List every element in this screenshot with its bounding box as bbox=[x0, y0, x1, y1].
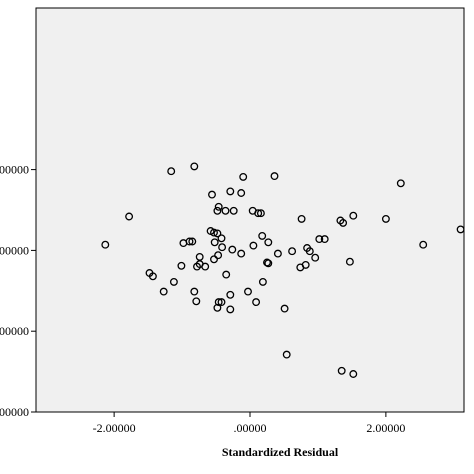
data-point bbox=[270, 172, 279, 181]
data-point bbox=[148, 272, 157, 281]
data-point bbox=[337, 366, 346, 375]
data-point bbox=[101, 240, 110, 249]
data-point bbox=[185, 237, 194, 246]
data-point bbox=[296, 263, 305, 272]
data-point bbox=[159, 287, 168, 296]
data-point bbox=[169, 277, 178, 286]
data-point bbox=[208, 190, 216, 199]
data-point bbox=[258, 277, 267, 286]
data-point bbox=[288, 247, 297, 256]
data-point bbox=[305, 247, 314, 256]
data-point bbox=[190, 287, 199, 296]
y-tick-label: .00000 bbox=[0, 405, 29, 419]
data-point bbox=[229, 206, 238, 215]
y-tick-label: .00000 bbox=[0, 243, 29, 257]
data-point bbox=[228, 245, 237, 254]
data-point bbox=[210, 228, 218, 237]
data-point bbox=[315, 235, 324, 244]
data-point bbox=[226, 290, 235, 299]
data-point bbox=[226, 305, 235, 314]
data-point bbox=[311, 253, 320, 262]
data-point bbox=[237, 249, 246, 258]
data-point bbox=[280, 304, 289, 313]
data-point bbox=[214, 202, 223, 211]
data-point bbox=[339, 218, 348, 227]
data-point bbox=[192, 297, 201, 306]
x-axis-ticks: -2.00000 .00000 2.00000 bbox=[93, 412, 405, 435]
data-point bbox=[190, 162, 199, 171]
data-point bbox=[213, 303, 222, 312]
y-tick-label: .00000 bbox=[0, 324, 29, 338]
data-points bbox=[101, 162, 465, 378]
data-point bbox=[213, 229, 222, 238]
y-tick-label: .00000 bbox=[0, 163, 29, 177]
data-point bbox=[456, 225, 465, 234]
data-point bbox=[244, 287, 252, 296]
data-point bbox=[345, 257, 354, 266]
data-point bbox=[125, 212, 134, 221]
data-point bbox=[249, 241, 258, 250]
data-point bbox=[381, 214, 390, 223]
data-point bbox=[264, 259, 273, 268]
data-point bbox=[239, 172, 248, 181]
data-point bbox=[258, 231, 267, 240]
data-point bbox=[193, 262, 201, 271]
data-point bbox=[349, 370, 358, 378]
data-point bbox=[226, 187, 235, 196]
data-point bbox=[167, 167, 176, 176]
data-point bbox=[217, 234, 226, 243]
data-point bbox=[210, 255, 218, 264]
data-point bbox=[264, 238, 273, 247]
data-point bbox=[297, 214, 306, 223]
data-point bbox=[396, 179, 405, 188]
x-tick-label: 2.00000 bbox=[366, 421, 405, 435]
data-point bbox=[252, 298, 261, 307]
data-point bbox=[214, 251, 223, 260]
data-point bbox=[213, 206, 222, 215]
y-axis-ticks: .00000 .00000 .00000 .00000 bbox=[0, 163, 36, 419]
data-point bbox=[273, 249, 282, 258]
x-tick-label: .00000 bbox=[234, 421, 267, 435]
data-point bbox=[282, 350, 291, 359]
data-point bbox=[218, 243, 227, 252]
data-point bbox=[237, 189, 246, 197]
data-point bbox=[201, 262, 210, 271]
data-point bbox=[349, 211, 358, 220]
data-point bbox=[210, 238, 219, 247]
data-point bbox=[222, 270, 231, 279]
data-point bbox=[214, 298, 223, 307]
data-point bbox=[188, 237, 197, 246]
x-tick-label: -2.00000 bbox=[93, 421, 136, 435]
data-point bbox=[221, 206, 230, 215]
data-point bbox=[419, 240, 428, 249]
data-point bbox=[254, 209, 263, 218]
data-point bbox=[177, 261, 186, 270]
data-point bbox=[256, 209, 265, 218]
data-point bbox=[320, 235, 329, 244]
x-axis-title: Standardized Residual bbox=[222, 445, 339, 459]
data-point bbox=[217, 298, 226, 307]
